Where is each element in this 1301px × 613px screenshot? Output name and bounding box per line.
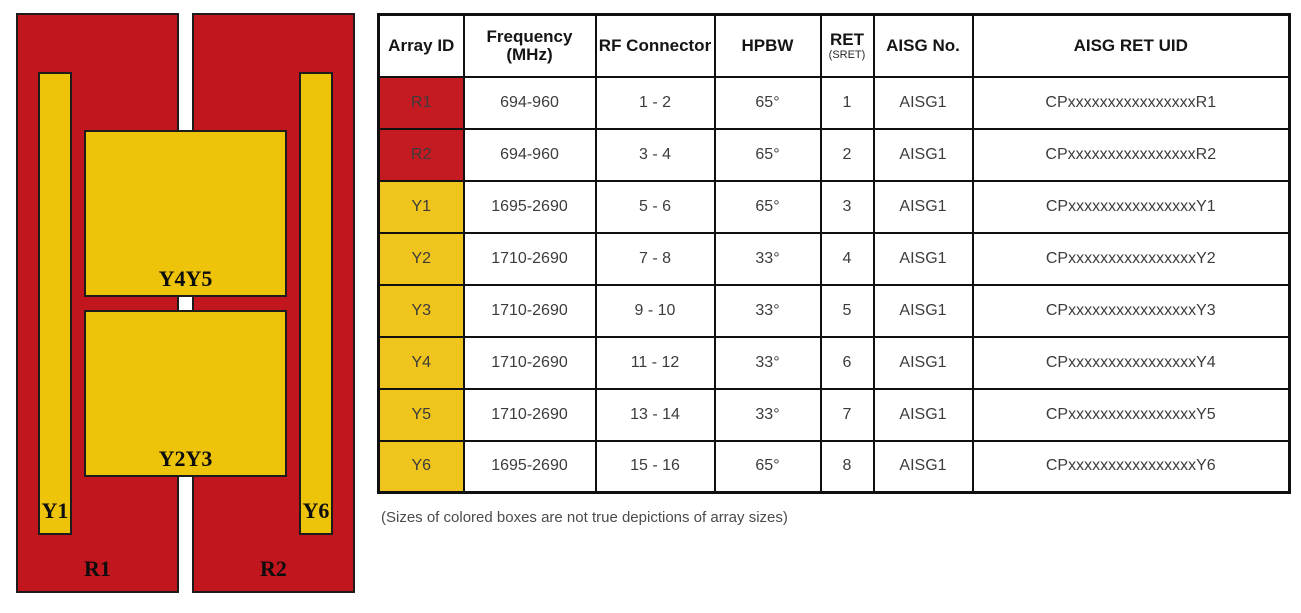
frequency-cell: 694-960 xyxy=(462,75,597,130)
aisg-no-cell: AISG1 xyxy=(872,75,974,130)
array-id-cell: R1 xyxy=(377,75,465,130)
hpbw-cell: 33° xyxy=(713,283,822,338)
frequency-cell: 1710-2690 xyxy=(462,231,597,286)
hpbw-cell: 65° xyxy=(713,439,822,494)
hpbw-cell: 33° xyxy=(713,387,822,442)
header-ret-sub: (SRET) xyxy=(828,48,866,61)
array-id-cell: Y6 xyxy=(377,439,465,494)
yellow-box-y2y3: Y2Y3 xyxy=(84,310,287,477)
header-aisg-no: AISG No. xyxy=(872,13,974,78)
hpbw-cell: 33° xyxy=(713,231,822,286)
hpbw-cell: 33° xyxy=(713,335,822,390)
table-row: Y6 1695-2690 15 - 16 65° 8 AISG1 CPxxxxx… xyxy=(377,439,1291,494)
table-row: R1 694-960 1 - 2 65° 1 AISG1 CPxxxxxxxxx… xyxy=(377,75,1291,130)
rf-connector-cell: 3 - 4 xyxy=(594,127,716,182)
frequency-cell: 1710-2690 xyxy=(462,283,597,338)
table-header-row: Array ID Frequency (MHz) RF Connector HP… xyxy=(377,13,1291,78)
aisg-no-cell: AISG1 xyxy=(872,387,974,442)
ret-cell: 8 xyxy=(819,439,875,494)
table-row: Y5 1710-2690 13 - 14 33° 7 AISG1 CPxxxxx… xyxy=(377,387,1291,442)
rf-connector-cell: 13 - 14 xyxy=(594,387,716,442)
header-frequency-line1: Frequency xyxy=(486,26,573,46)
aisg-no-cell: AISG1 xyxy=(872,439,974,494)
header-frequency: Frequency (MHz) xyxy=(462,13,597,78)
ret-cell: 7 xyxy=(819,387,875,442)
aisg-no-cell: AISG1 xyxy=(872,283,974,338)
ret-cell: 2 xyxy=(819,127,875,182)
label-r2: R2 xyxy=(260,556,287,581)
aisg-no-cell: AISG1 xyxy=(872,179,974,234)
aisg-no-cell: AISG1 xyxy=(872,127,974,182)
ret-cell: 6 xyxy=(819,335,875,390)
label-y2y3: Y2Y3 xyxy=(158,446,213,471)
header-ret: RET (SRET) xyxy=(819,13,875,78)
aisg-ret-uid-cell: CPxxxxxxxxxxxxxxxxY3 xyxy=(971,283,1291,338)
header-array-id: Array ID xyxy=(377,13,465,78)
array-spec-table: Array ID Frequency (MHz) RF Connector HP… xyxy=(377,13,1291,494)
hpbw-cell: 65° xyxy=(713,179,822,234)
array-id-cell: Y1 xyxy=(377,179,465,234)
ret-cell: 1 xyxy=(819,75,875,130)
ret-cell: 4 xyxy=(819,231,875,286)
array-id-cell: Y2 xyxy=(377,231,465,286)
header-aisg-ret-uid: AISG RET UID xyxy=(971,13,1291,78)
rf-connector-cell: 7 - 8 xyxy=(594,231,716,286)
label-y4y5: Y4Y5 xyxy=(158,266,213,291)
array-id-cell: R2 xyxy=(377,127,465,182)
aisg-no-cell: AISG1 xyxy=(872,231,974,286)
label-y1: Y1 xyxy=(41,498,69,523)
array-id-cell: Y4 xyxy=(377,335,465,390)
aisg-no-cell: AISG1 xyxy=(872,335,974,390)
frequency-cell: 694-960 xyxy=(462,127,597,182)
table-row: R2 694-960 3 - 4 65° 2 AISG1 CPxxxxxxxxx… xyxy=(377,127,1291,182)
header-ret-main: RET xyxy=(830,30,864,50)
ret-cell: 5 xyxy=(819,283,875,338)
yellow-strip-y1 xyxy=(38,72,72,535)
aisg-ret-uid-cell: CPxxxxxxxxxxxxxxxxY2 xyxy=(971,231,1291,286)
array-id-cell: Y5 xyxy=(377,387,465,442)
aisg-ret-uid-cell: CPxxxxxxxxxxxxxxxxY4 xyxy=(971,335,1291,390)
antenna-diagram: Y4Y5 Y2Y3 Y1 Y6 R1 R2 xyxy=(0,0,370,613)
rf-connector-cell: 15 - 16 xyxy=(594,439,716,494)
frequency-cell: 1695-2690 xyxy=(462,179,597,234)
aisg-ret-uid-cell: CPxxxxxxxxxxxxxxxxR2 xyxy=(971,127,1291,182)
header-rf-connector: RF Connector xyxy=(594,13,716,78)
yellow-box-y4y5: Y4Y5 xyxy=(84,130,287,297)
yellow-strip-y6 xyxy=(299,72,333,535)
frequency-cell: 1710-2690 xyxy=(462,335,597,390)
table-row: Y1 1695-2690 5 - 6 65° 3 AISG1 CPxxxxxxx… xyxy=(377,179,1291,234)
label-y6: Y6 xyxy=(302,498,330,523)
rf-connector-cell: 1 - 2 xyxy=(594,75,716,130)
frequency-cell: 1710-2690 xyxy=(462,387,597,442)
aisg-ret-uid-cell: CPxxxxxxxxxxxxxxxxY6 xyxy=(971,439,1291,494)
header-hpbw: HPBW xyxy=(713,13,822,78)
aisg-ret-uid-cell: CPxxxxxxxxxxxxxxxxY1 xyxy=(971,179,1291,234)
rf-connector-cell: 5 - 6 xyxy=(594,179,716,234)
table-row: Y2 1710-2690 7 - 8 33° 4 AISG1 CPxxxxxxx… xyxy=(377,231,1291,286)
array-id-cell: Y3 xyxy=(377,283,465,338)
aisg-ret-uid-cell: CPxxxxxxxxxxxxxxxxY5 xyxy=(971,387,1291,442)
frequency-cell: 1695-2690 xyxy=(462,439,597,494)
rf-connector-cell: 11 - 12 xyxy=(594,335,716,390)
ret-cell: 3 xyxy=(819,179,875,234)
aisg-ret-uid-cell: CPxxxxxxxxxxxxxxxxR1 xyxy=(971,75,1291,130)
hpbw-cell: 65° xyxy=(713,127,822,182)
table-row: Y4 1710-2690 11 - 12 33° 6 AISG1 CPxxxxx… xyxy=(377,335,1291,390)
table-row: Y3 1710-2690 9 - 10 33° 5 AISG1 CPxxxxxx… xyxy=(377,283,1291,338)
footnote-text: (Sizes of colored boxes are not true dep… xyxy=(381,509,788,526)
hpbw-cell: 65° xyxy=(713,75,822,130)
label-r1: R1 xyxy=(84,556,111,581)
header-frequency-line2: (MHz) xyxy=(506,45,553,65)
rf-connector-cell: 9 - 10 xyxy=(594,283,716,338)
